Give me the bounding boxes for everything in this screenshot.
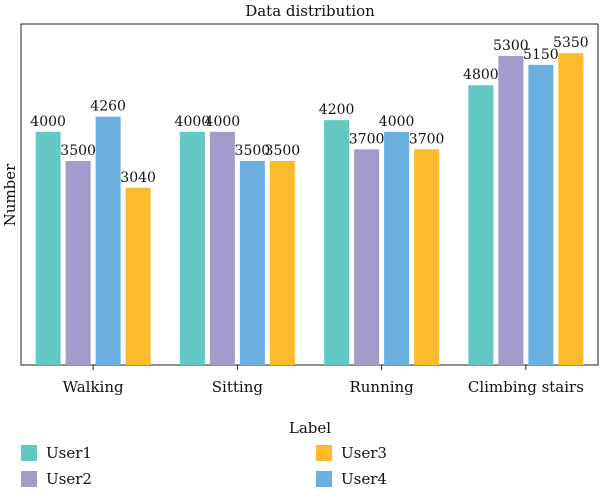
data-label: 4200 [319, 102, 355, 118]
legend-swatch-user1 [21, 445, 37, 461]
data-label: 3500 [235, 143, 271, 159]
legend: User1 User2 User3 User4 [21, 444, 387, 488]
data-label: 5350 [553, 35, 589, 51]
bar-user3-running [414, 149, 440, 365]
bar-user4-climbing-stairs [528, 64, 554, 366]
data-label: 3040 [120, 170, 156, 186]
data-label: 4000 [30, 114, 66, 130]
bar-user3-sitting [269, 160, 295, 365]
legend-label-user3: User3 [341, 444, 387, 462]
x-tick-label: Climbing stairs [468, 378, 584, 396]
data-label: 3500 [265, 143, 301, 159]
data-label: 4260 [90, 99, 126, 115]
legend-label-user4: User4 [341, 470, 387, 488]
bar-user4-running [384, 131, 410, 365]
x-ticks-group: Walking Sitting Running Climbing stairs [63, 365, 584, 396]
data-label: 4000 [205, 114, 241, 130]
legend-swatch-user3 [316, 445, 332, 461]
legend-label-user1: User1 [46, 444, 92, 462]
x-axis-label: Label [289, 419, 331, 437]
plot-area-frame [20, 23, 599, 366]
bar-user1-climbing-stairs [468, 85, 494, 365]
data-label: 5150 [523, 47, 559, 63]
bar-user2-sitting [209, 131, 235, 365]
data-label: 5300 [493, 38, 529, 54]
data-label: 4000 [175, 114, 211, 130]
data-labels-group: 4000350042603040400040003500350042003700… [30, 35, 588, 186]
data-label: 4000 [379, 114, 415, 130]
bar-user3-climbing-stairs [558, 53, 584, 366]
chart-title: Data distribution [245, 2, 375, 20]
y-axis-label: Number [1, 163, 19, 226]
legend-label-user2: User2 [46, 470, 92, 488]
bars-group [35, 53, 584, 366]
x-tick-label: Running [349, 378, 414, 396]
bar-user2-climbing-stairs [498, 56, 524, 366]
data-label: 4800 [463, 67, 499, 83]
x-tick-label: Sitting [212, 378, 264, 396]
data-label: 3700 [349, 131, 385, 147]
x-tick-label: Walking [63, 378, 124, 396]
bar-user1-walking [35, 131, 61, 365]
legend-swatch-user4 [316, 471, 332, 487]
bar-user1-sitting [179, 131, 205, 365]
bar-user3-walking [125, 187, 151, 365]
data-label: 3700 [409, 131, 445, 147]
bar-user1-running [324, 120, 350, 365]
bar-user2-walking [65, 160, 91, 365]
bar-user4-walking [95, 116, 121, 365]
legend-swatch-user2 [21, 471, 37, 487]
data-label: 3500 [60, 143, 96, 159]
bar-user2-running [354, 149, 380, 365]
bar-user4-sitting [239, 160, 265, 365]
